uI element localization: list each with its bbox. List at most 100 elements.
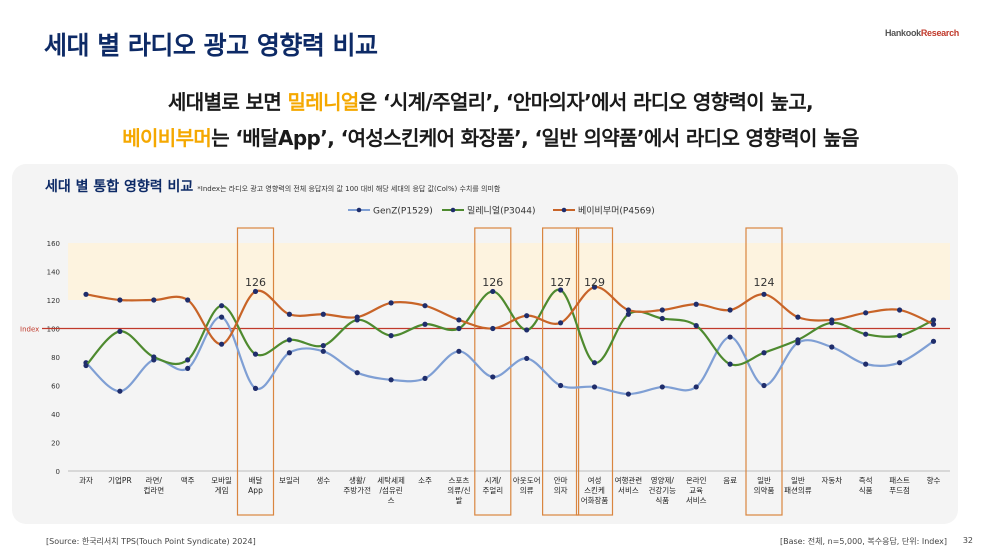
series-line [85, 288, 934, 367]
data-point [422, 321, 428, 327]
data-point [524, 327, 530, 333]
x-tick-label: 소주 [418, 476, 432, 485]
data-point [829, 344, 835, 350]
headline-line-1: 세대별로 보면 밀레니얼은 ‘시계/주얼리’, ‘안마의자’에서 라디오 영향력… [0, 86, 981, 115]
category-highlight-box [575, 227, 614, 516]
chart-highlight-band [68, 243, 950, 300]
x-tick-label: 향수 [927, 476, 941, 485]
x-tick-label: 생수 [316, 475, 330, 485]
category-highlight-box [474, 227, 512, 516]
data-point [83, 362, 89, 369]
data-point [625, 307, 632, 313]
data-point [761, 291, 767, 297]
data-point [320, 311, 326, 317]
chart-title: 세대 별 통합 영향력 비교 *Index는 라디오 광고 영향력의 전체 응답자… [45, 176, 500, 196]
data-point [761, 382, 767, 389]
data-point [252, 288, 259, 295]
x-tick-label: 즉석 식품 [859, 475, 873, 495]
data-point [795, 337, 801, 343]
x-tick-label: 패스트 푸드점 [889, 475, 910, 495]
data-point [422, 303, 428, 309]
data-point [863, 331, 869, 337]
data-point [863, 310, 869, 316]
headline-1-pre: 세대별로 보면 [167, 90, 288, 114]
data-point [388, 333, 394, 339]
headline-2-post: 는 ‘배달App’, ‘여성스킨케어 화장품’, ‘일반 의약품’에서 라디오 … [211, 126, 859, 150]
data-point [490, 325, 496, 332]
x-tick-label: 안마 의자 [554, 475, 568, 495]
x-tick-label: 세탁세제/섬유린 스 [377, 475, 405, 505]
data-point [83, 291, 89, 297]
data-point [151, 354, 157, 360]
data-point [320, 343, 326, 349]
data-point [286, 337, 292, 343]
base-note: [Base: 전체, n=5,000, 복수응답, 단위: Index] [779, 537, 947, 546]
data-point [524, 355, 530, 362]
data-label: 126 [245, 276, 266, 289]
legend-label: 밀레니얼(P3044) [467, 205, 535, 217]
data-point [490, 288, 496, 295]
x-tick-label: 보일러 [279, 476, 300, 485]
data-point [693, 323, 699, 329]
x-tick-label: 일반 의약품 [754, 476, 775, 495]
data-point [625, 311, 632, 317]
x-tick-label: 시계/주얼리 [482, 475, 503, 495]
x-tick-label: 라면/컵라면 [143, 475, 164, 495]
headline-1-highlight: 밀레니얼 [287, 90, 360, 114]
data-point [286, 311, 292, 317]
x-tick-label: 맥주 [181, 475, 195, 485]
x-tick-label: 모바일 게임 [211, 475, 232, 495]
x-tick-label: 음료 [723, 476, 737, 485]
x-tick-label: 스포츠 의류/신 발 [447, 476, 470, 505]
legend-swatch-dot [450, 207, 456, 213]
y-tick-label: 140 [47, 269, 60, 277]
headline-line-2: 베이비부머는 ‘배달App’, ‘여성스킨케어 화장품’, ‘일반 의약품’에서… [0, 122, 981, 151]
data-point [354, 314, 360, 320]
data-point [727, 307, 733, 313]
data-point [388, 300, 394, 306]
data-point [219, 341, 225, 347]
data-point [727, 361, 733, 367]
chart-title-text: 세대 별 통합 영향력 비교 [45, 179, 194, 195]
data-point [320, 348, 326, 354]
data-point [388, 377, 394, 383]
data-point [897, 360, 903, 366]
x-tick-label: 온라인 교육 서비스 [686, 475, 707, 505]
data-point [659, 307, 665, 313]
data-point [456, 325, 462, 332]
legend-swatch-dot [561, 207, 567, 213]
data-point [185, 365, 191, 371]
data-label: 124 [754, 276, 775, 289]
source-note: [Source: 한국리서치 TPS(Touch Point Syndicate… [46, 537, 256, 546]
data-point [897, 307, 903, 313]
data-point [456, 317, 462, 323]
x-tick-label: 아웃도어 의류 [513, 475, 541, 495]
data-point [151, 297, 157, 303]
y-tick-label: 160 [47, 240, 60, 248]
category-highlight-box [745, 227, 783, 516]
data-point [591, 360, 598, 366]
data-point [117, 388, 123, 394]
category-highlight-box [541, 227, 580, 516]
data-point [930, 317, 937, 323]
data-point [219, 314, 225, 320]
data-point [219, 303, 225, 309]
x-tick-label: 기업PR [108, 476, 132, 485]
data-point [659, 315, 665, 322]
page-number: 32 [962, 536, 973, 545]
data-point [761, 350, 767, 356]
brand-logo-part2: Research [920, 28, 959, 38]
chart-note: *Index는 라디오 광고 영향력의 전체 응답자의 값 100 대비 해당 … [197, 185, 501, 193]
data-point [795, 314, 801, 320]
y-tick-label: 100 [47, 326, 60, 334]
data-point [422, 375, 428, 381]
legend-label: GenZ(P1529) [373, 207, 433, 217]
data-point [354, 370, 360, 376]
y-tick-label: 60 [51, 383, 60, 391]
data-point [185, 297, 191, 303]
data-point [829, 317, 835, 323]
brand-logo: HankookResearch [885, 28, 959, 38]
data-point [897, 333, 903, 339]
data-point [185, 357, 191, 363]
